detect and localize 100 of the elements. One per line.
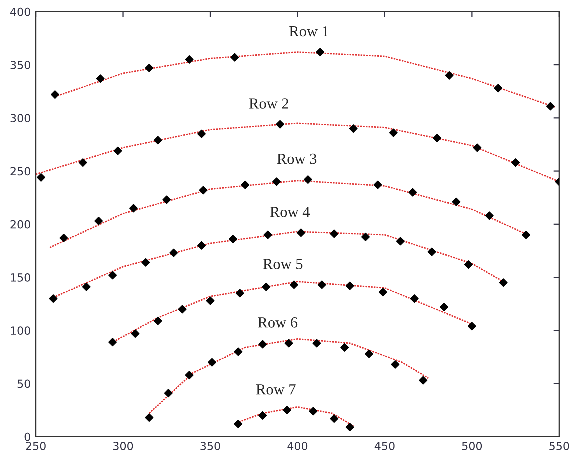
series-label: Row 4 <box>270 207 310 218</box>
point <box>199 186 208 195</box>
point <box>272 178 282 186</box>
point <box>236 289 244 298</box>
y-tick-label: 300 <box>10 114 30 123</box>
x-tick-label: 300 <box>114 442 134 450</box>
point <box>290 280 298 290</box>
point <box>408 188 418 197</box>
x-tick-label: 500 <box>462 442 482 450</box>
point <box>340 343 350 352</box>
point <box>494 84 503 93</box>
series-label: Row 2 <box>249 98 288 109</box>
point <box>131 330 140 338</box>
point <box>546 102 555 111</box>
point <box>154 316 162 326</box>
point <box>378 288 388 297</box>
point <box>452 198 461 206</box>
point <box>312 339 322 348</box>
point <box>349 124 358 134</box>
point <box>130 204 138 213</box>
x-tick-label: 350 <box>200 442 220 450</box>
point <box>419 376 428 385</box>
series-label: Row 5 <box>263 259 303 270</box>
point <box>346 282 354 290</box>
point <box>464 260 473 270</box>
point <box>258 340 268 349</box>
point <box>60 234 68 242</box>
point <box>262 282 271 292</box>
point <box>410 294 419 304</box>
x-tick-label: 450 <box>374 442 395 450</box>
point <box>198 130 206 138</box>
series-label: Row 7 <box>256 384 296 395</box>
point <box>309 407 318 416</box>
point <box>94 217 104 226</box>
point <box>264 230 272 240</box>
point <box>82 282 91 292</box>
point <box>154 136 162 145</box>
point <box>96 74 105 84</box>
point <box>37 173 46 182</box>
point <box>330 414 339 424</box>
point <box>241 180 250 190</box>
point <box>78 158 88 168</box>
point <box>170 248 178 258</box>
point <box>468 322 476 331</box>
point <box>178 305 187 314</box>
point <box>228 235 238 244</box>
y-tick-label: 250 <box>10 167 30 176</box>
y-tick-label: 100 <box>11 326 30 336</box>
point <box>433 134 442 143</box>
point <box>198 241 206 250</box>
point <box>428 248 436 256</box>
y-tick-label: 50 <box>18 380 30 388</box>
point <box>374 180 382 190</box>
point <box>283 406 292 415</box>
point <box>206 296 215 306</box>
x-tick-label: 250 <box>26 442 46 450</box>
point <box>396 237 405 246</box>
point <box>208 358 216 367</box>
y-tick-label: 0 <box>24 432 30 442</box>
point <box>145 414 154 422</box>
y-tick-label: 350 <box>10 61 30 70</box>
point <box>164 389 173 398</box>
point <box>276 120 285 129</box>
point <box>50 90 60 100</box>
point <box>49 294 58 304</box>
point <box>284 339 294 348</box>
point <box>108 338 118 347</box>
point <box>296 228 306 238</box>
point <box>162 196 172 204</box>
point <box>142 258 150 267</box>
series-label: Row 3 <box>277 154 317 164</box>
y-tick-label: 400 <box>10 8 30 16</box>
point <box>114 146 122 156</box>
point <box>185 371 194 380</box>
point <box>330 230 339 238</box>
point <box>362 232 370 242</box>
point <box>365 350 374 358</box>
point <box>346 423 354 432</box>
x-tick-label: 400 <box>288 442 308 450</box>
point <box>499 278 508 288</box>
point <box>445 71 454 80</box>
point <box>230 53 240 62</box>
point <box>108 271 118 280</box>
y-tick-label: 150 <box>11 274 30 282</box>
point <box>234 420 243 428</box>
point <box>258 411 268 420</box>
series-label: Row 6 <box>258 318 298 328</box>
point <box>389 128 398 138</box>
point <box>473 144 482 152</box>
point <box>304 176 312 184</box>
x-tick-label: 550 <box>550 442 570 450</box>
series-label: Row 1 <box>290 26 329 37</box>
point <box>234 348 243 356</box>
point <box>485 212 494 220</box>
y-tick-label: 200 <box>10 220 30 229</box>
point <box>512 158 520 168</box>
point <box>145 64 154 72</box>
point <box>316 48 325 57</box>
point <box>185 55 194 64</box>
point <box>522 230 530 240</box>
